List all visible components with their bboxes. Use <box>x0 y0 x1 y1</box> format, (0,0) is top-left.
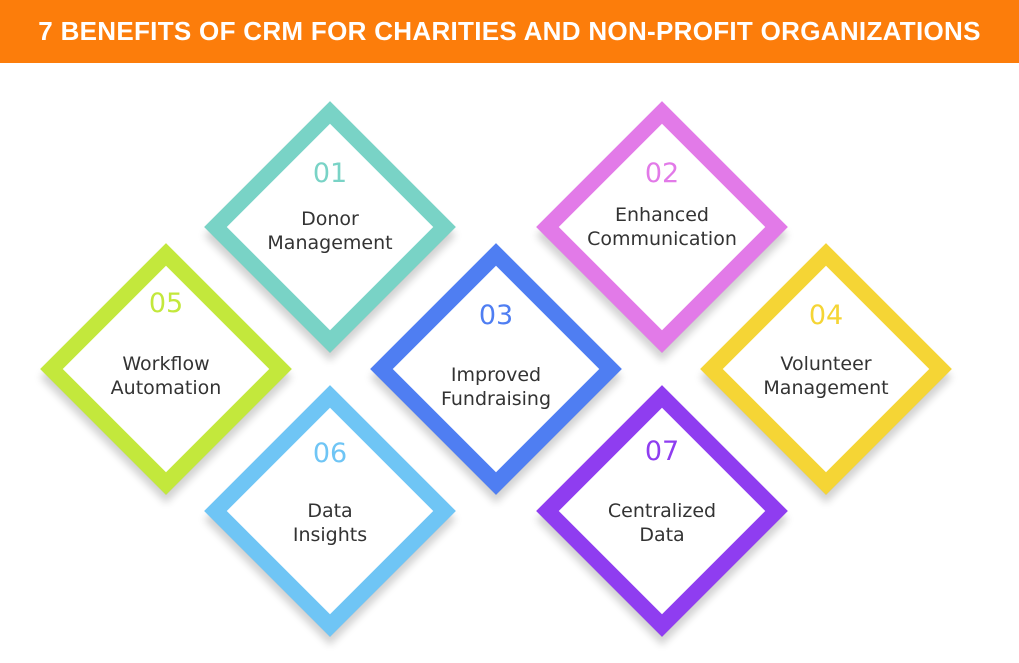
benefit-label: Donor Management <box>240 207 420 255</box>
benefit-label-line2: Automation <box>110 377 222 399</box>
benefit-label-line1: Centralized <box>607 500 717 522</box>
benefit-label-line1: Improved <box>450 364 542 386</box>
benefit-label-line1: Volunteer <box>780 353 872 375</box>
benefit-label-line2: Data <box>639 524 685 546</box>
benefit-number: 05 <box>148 288 184 319</box>
benefit-content: 02 Enhanced Communication <box>528 93 796 361</box>
benefit-volunteer-management: 04 Volunteer Management <box>692 235 960 503</box>
benefit-number: 02 <box>644 158 680 189</box>
benefit-number: 06 <box>312 438 348 469</box>
benefit-number: 01 <box>312 158 348 189</box>
benefit-content: 03 Improved Fundraising <box>362 235 630 503</box>
benefit-enhanced-communication: 02 Enhanced Communication <box>528 93 796 361</box>
benefit-donor-management: 01 Donor Management <box>196 93 464 361</box>
benefit-label-line2: Insights <box>292 524 368 546</box>
benefit-label: Volunteer Management <box>736 352 916 400</box>
benefit-workflow-automation: 05 Workflow Automation <box>32 235 300 503</box>
benefit-label-line1: Enhanced <box>615 204 709 226</box>
benefit-centralized-data: 07 Centralized Data <box>528 377 796 645</box>
benefit-label: Data Insights <box>240 499 420 547</box>
benefit-content: 01 Donor Management <box>196 93 464 361</box>
benefit-label: Centralized Data <box>572 499 752 547</box>
benefit-data-insights: 06 Data Insights <box>196 377 464 645</box>
benefit-improved-fundraising: 03 Improved Fundraising <box>362 235 630 503</box>
benefit-label: Enhanced Communication <box>572 203 752 251</box>
title-banner: 7 BENEFITS OF CRM FOR CHARITIES AND NON-… <box>0 0 1019 63</box>
benefit-label: Workflow Automation <box>76 352 256 400</box>
page-title: 7 BENEFITS OF CRM FOR CHARITIES AND NON-… <box>38 16 981 46</box>
benefit-content: 07 Centralized Data <box>528 377 796 645</box>
benefit-number: 03 <box>478 300 514 331</box>
benefit-label-line1: Workflow <box>122 353 210 375</box>
benefit-number: 04 <box>808 300 844 331</box>
benefit-label-line1: Donor <box>301 208 359 230</box>
benefit-content: 04 Volunteer Management <box>692 235 960 503</box>
benefit-label-line2: Management <box>763 377 889 399</box>
benefit-label-line2: Communication <box>587 228 737 250</box>
benefit-content: 06 Data Insights <box>196 377 464 645</box>
benefit-label: Improved Fundraising <box>406 363 586 411</box>
benefit-content: 05 Workflow Automation <box>32 235 300 503</box>
benefit-label-line2: Fundraising <box>440 388 552 410</box>
benefit-number: 07 <box>644 436 680 467</box>
benefit-label-line2: Management <box>267 232 393 254</box>
benefit-label-line1: Data <box>307 500 353 522</box>
